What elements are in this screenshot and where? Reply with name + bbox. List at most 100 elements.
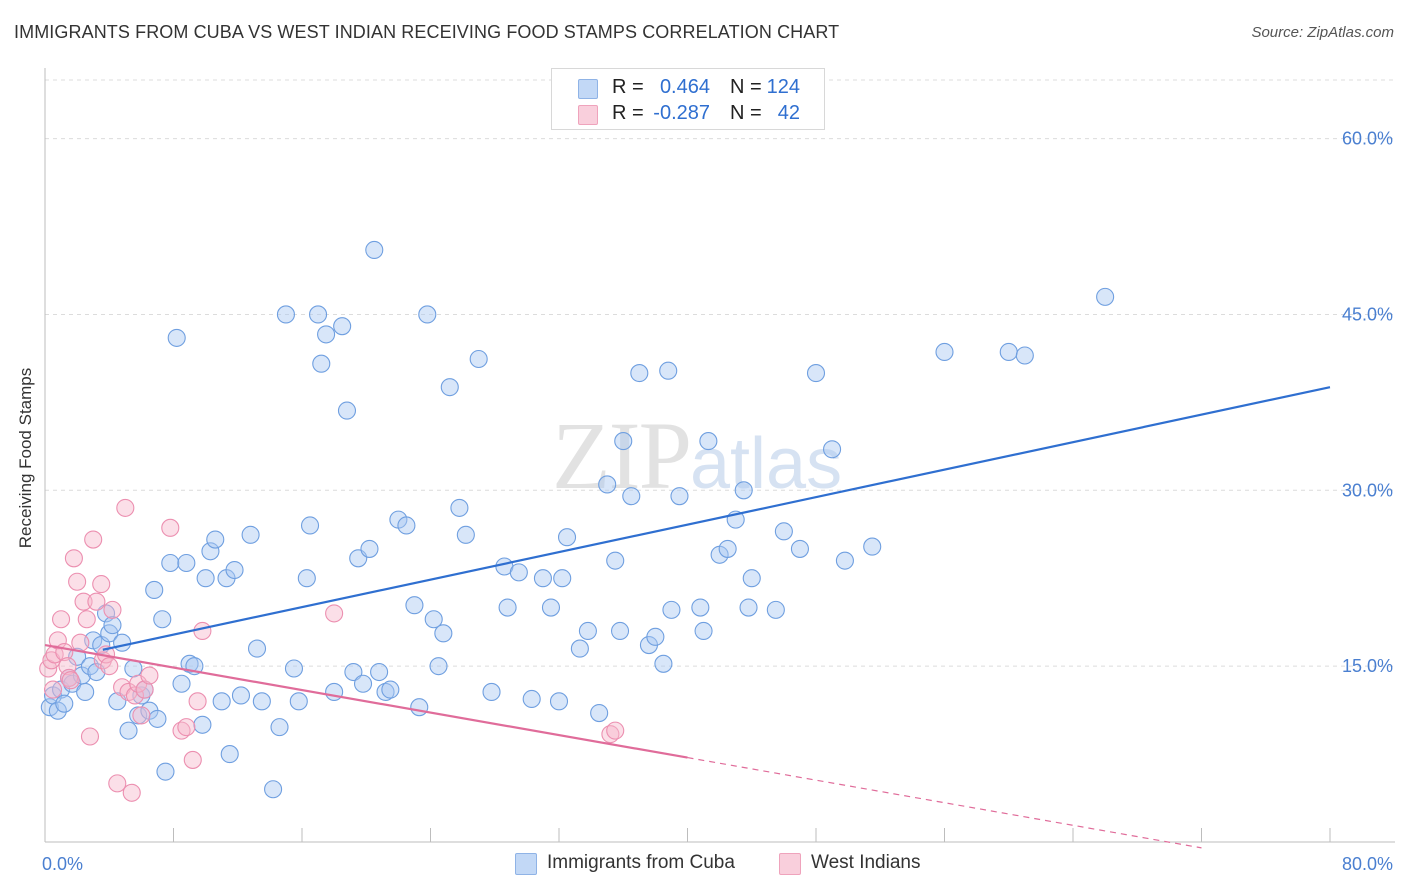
cuba-point <box>863 537 882 556</box>
cuba-point <box>553 569 572 588</box>
cuba-point <box>670 487 689 506</box>
cuba-point <box>424 610 443 629</box>
cuba-point <box>317 325 336 344</box>
cuba-point <box>309 305 328 324</box>
cuba-point <box>450 498 469 517</box>
cuba-point <box>739 598 758 617</box>
cuba-point <box>742 569 761 588</box>
cuba-point <box>156 762 175 781</box>
cuba-point <box>172 674 191 693</box>
cuba-point <box>691 598 710 617</box>
west-indian-point <box>87 592 106 611</box>
cuba-point <box>823 440 842 459</box>
bottom-legend-swatch-west-indians <box>779 853 801 875</box>
cuba-point <box>410 698 429 717</box>
cuba-point <box>289 692 308 711</box>
cuba-point <box>718 539 737 558</box>
cuba-point <box>365 240 384 260</box>
west-indian-point <box>103 600 122 619</box>
cuba-point <box>193 715 212 734</box>
cuba-point <box>206 530 225 549</box>
west-indian-point <box>125 686 144 705</box>
cuba-point <box>541 598 561 617</box>
y-tick-label: 45.0% <box>1342 304 1393 324</box>
cuba-point <box>774 522 793 541</box>
cuba-point <box>659 361 678 380</box>
west-indian-point <box>43 680 63 699</box>
cuba-point <box>325 682 344 701</box>
west-indian-point <box>77 610 96 629</box>
west-indian-point <box>177 718 196 737</box>
cuba-point <box>370 662 389 682</box>
west-indian-point <box>135 680 154 699</box>
cuba-point <box>225 560 244 580</box>
cuba-point <box>999 342 1018 362</box>
cuba-trend-line <box>102 386 1331 651</box>
cuba-point <box>252 692 271 711</box>
cuba-point <box>418 305 437 324</box>
west-indian-point <box>108 774 127 793</box>
legend-row-cuba: R = 0.464 N = 124 <box>552 75 824 101</box>
cuba-point <box>694 621 713 641</box>
cuba-point <box>48 701 67 720</box>
cuba-point <box>360 539 379 558</box>
cuba-point <box>646 627 665 646</box>
cuba-point <box>405 596 424 615</box>
cuba-point <box>376 682 395 701</box>
watermark: ZIPatlas <box>552 400 842 511</box>
cuba-point <box>522 689 541 709</box>
cuba-point <box>1096 287 1115 306</box>
cuba-point <box>231 686 251 705</box>
stats-legend: R = 0.464 N = 124 R = -0.287 N = 42 <box>551 68 825 130</box>
cuba-point <box>469 349 488 369</box>
bottom-legend-swatch-cuba <box>515 853 537 875</box>
cuba-point <box>790 539 809 558</box>
y-tick-label: 60.0% <box>1342 129 1393 149</box>
cuba-point <box>180 654 199 673</box>
west-indian-point <box>325 604 344 623</box>
y-tick-label: 30.0% <box>1342 480 1393 500</box>
cuba-point <box>201 542 220 561</box>
bottom-legend-label-cuba: Immigrants from Cuba <box>547 852 735 873</box>
west-indian-point <box>193 621 212 641</box>
legend-r-value: -0.287 <box>653 102 710 124</box>
legend-n-label: N = <box>730 76 762 98</box>
cuba-point <box>498 598 517 617</box>
west-indian-point <box>140 666 159 685</box>
cuba-point <box>766 600 785 619</box>
cuba-point <box>300 516 320 535</box>
cuba-point <box>264 780 283 799</box>
cuba-point <box>935 342 954 362</box>
legend-r-label: R = <box>612 76 644 98</box>
cuba-point <box>153 610 172 629</box>
cuba-point <box>161 553 180 573</box>
cuba-point <box>1015 346 1034 365</box>
west-indian-point <box>606 721 625 740</box>
cuba-point <box>148 709 167 728</box>
west-indian-point <box>84 530 103 549</box>
cuba-point <box>113 633 132 652</box>
cuba-point <box>570 639 589 658</box>
cuba-point <box>241 525 260 544</box>
cuba-point <box>434 624 453 643</box>
x-tick-label-max: 80.0% <box>1342 854 1393 874</box>
cuba-point <box>297 569 316 588</box>
cuba-point <box>353 674 373 693</box>
west-indian-point <box>48 631 67 650</box>
west-indian-point <box>80 727 100 746</box>
cuba-point <box>482 682 501 701</box>
west-indian-point <box>68 572 87 591</box>
cuba-point <box>284 659 304 678</box>
west-indian-point <box>92 575 111 594</box>
cuba-point <box>333 317 352 336</box>
west-indian-point <box>42 651 61 670</box>
y-tick-label: 15.0% <box>1342 656 1393 676</box>
cuba-point <box>167 328 186 347</box>
cuba-point <box>177 553 196 573</box>
west-indian-point <box>58 657 77 676</box>
west-indian-point <box>601 725 620 744</box>
cuba-point <box>76 682 95 701</box>
cuba-point <box>381 680 400 699</box>
cuba-point <box>654 654 673 673</box>
